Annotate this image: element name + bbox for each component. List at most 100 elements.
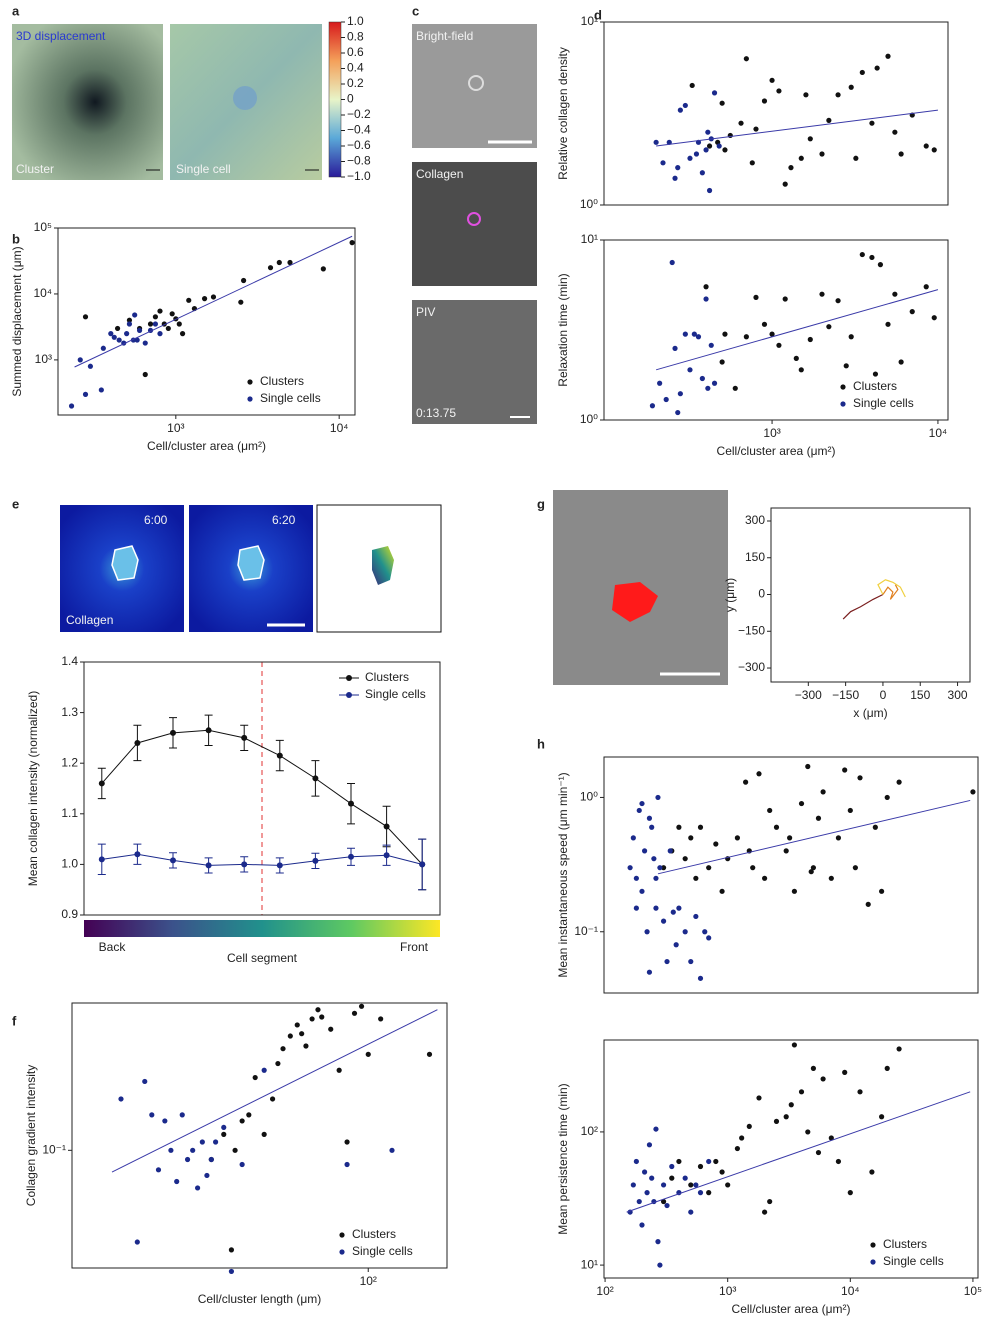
legend-marker — [247, 396, 253, 402]
point — [706, 187, 713, 194]
point — [221, 1124, 227, 1131]
point — [136, 327, 143, 334]
point — [627, 865, 633, 871]
point — [842, 1069, 848, 1075]
y-axis-label: y (μm) — [723, 578, 737, 612]
point — [693, 151, 700, 157]
point — [419, 861, 426, 868]
point — [783, 848, 789, 854]
point — [872, 824, 878, 830]
legend-marker — [870, 1242, 876, 1248]
point — [633, 875, 639, 881]
point — [798, 155, 804, 161]
colorbar-tick-label: −0.4 — [347, 123, 371, 137]
y-tick-label: 10⁵ — [34, 220, 52, 234]
point — [820, 1076, 826, 1082]
point — [706, 935, 712, 941]
point — [703, 296, 709, 302]
segment-colorbar — [84, 920, 440, 937]
point — [252, 1074, 258, 1081]
point — [157, 308, 163, 314]
point — [722, 147, 728, 153]
point — [826, 117, 832, 123]
point — [835, 92, 841, 98]
point — [815, 1149, 822, 1156]
point — [722, 331, 728, 337]
point — [649, 824, 655, 830]
x-tick-label: 10² — [596, 1284, 613, 1298]
point — [810, 1065, 816, 1071]
image-label: Bright-field — [416, 29, 473, 43]
point — [859, 251, 865, 258]
colorbar-label: Front — [400, 940, 429, 954]
point — [931, 147, 937, 153]
x-axis-label: Cell/cluster area (μm²) — [732, 1302, 851, 1316]
point — [261, 1131, 267, 1137]
point — [312, 775, 319, 782]
point — [776, 88, 782, 94]
colorbar-tick-label: 0.2 — [347, 76, 364, 90]
point — [697, 1163, 704, 1170]
point — [706, 1190, 712, 1196]
point — [669, 1163, 675, 1170]
point — [847, 1190, 853, 1196]
legend-label: Single cells — [853, 396, 914, 410]
point — [660, 1182, 667, 1188]
point — [798, 800, 805, 807]
legend-label: Clusters — [853, 379, 897, 393]
point — [793, 355, 799, 361]
y-tick-label: 10² — [581, 1124, 598, 1138]
point — [653, 905, 659, 911]
point — [761, 98, 768, 104]
y-tick-label: 1.3 — [61, 705, 78, 719]
panel-label: a — [12, 3, 20, 18]
point — [669, 1175, 675, 1181]
point — [267, 265, 274, 271]
y-axis-label: Mean collagen intensity (normalized) — [26, 691, 40, 886]
y-tick-label: 10¹ — [581, 14, 598, 28]
legend-marker — [840, 384, 846, 390]
point — [705, 385, 711, 391]
point — [100, 345, 106, 351]
point — [762, 875, 768, 881]
point — [798, 1089, 805, 1095]
point — [653, 1126, 659, 1132]
point — [688, 958, 694, 965]
point — [673, 942, 679, 948]
point — [241, 277, 247, 284]
colorbar-tick-label: 0.8 — [347, 30, 364, 44]
point — [111, 334, 117, 340]
point — [213, 1139, 219, 1145]
point — [669, 259, 675, 266]
point — [869, 1169, 875, 1175]
point — [716, 143, 722, 149]
point — [639, 888, 645, 894]
point — [702, 929, 708, 935]
point — [82, 314, 89, 320]
point — [815, 815, 822, 821]
point — [835, 1158, 842, 1165]
point — [653, 139, 659, 145]
image-label: Collagen — [416, 167, 463, 181]
x-tick-label: −300 — [795, 688, 822, 702]
point — [695, 334, 702, 340]
point — [646, 815, 653, 821]
point — [798, 367, 804, 373]
point — [344, 1161, 350, 1168]
point — [819, 151, 825, 157]
fit-line — [74, 235, 353, 368]
point — [179, 1112, 185, 1118]
y-axis-label: Mean instantaneous speed (μm min⁻¹) — [556, 772, 570, 977]
point — [68, 403, 75, 409]
point — [703, 147, 709, 153]
y-tick-label: 10⁰ — [580, 412, 598, 426]
point — [746, 1123, 752, 1130]
point — [884, 1065, 890, 1071]
point — [210, 294, 217, 300]
point — [877, 262, 884, 268]
point — [98, 856, 105, 863]
point — [675, 409, 681, 416]
point — [923, 143, 929, 149]
point — [734, 835, 741, 841]
point — [689, 82, 695, 89]
